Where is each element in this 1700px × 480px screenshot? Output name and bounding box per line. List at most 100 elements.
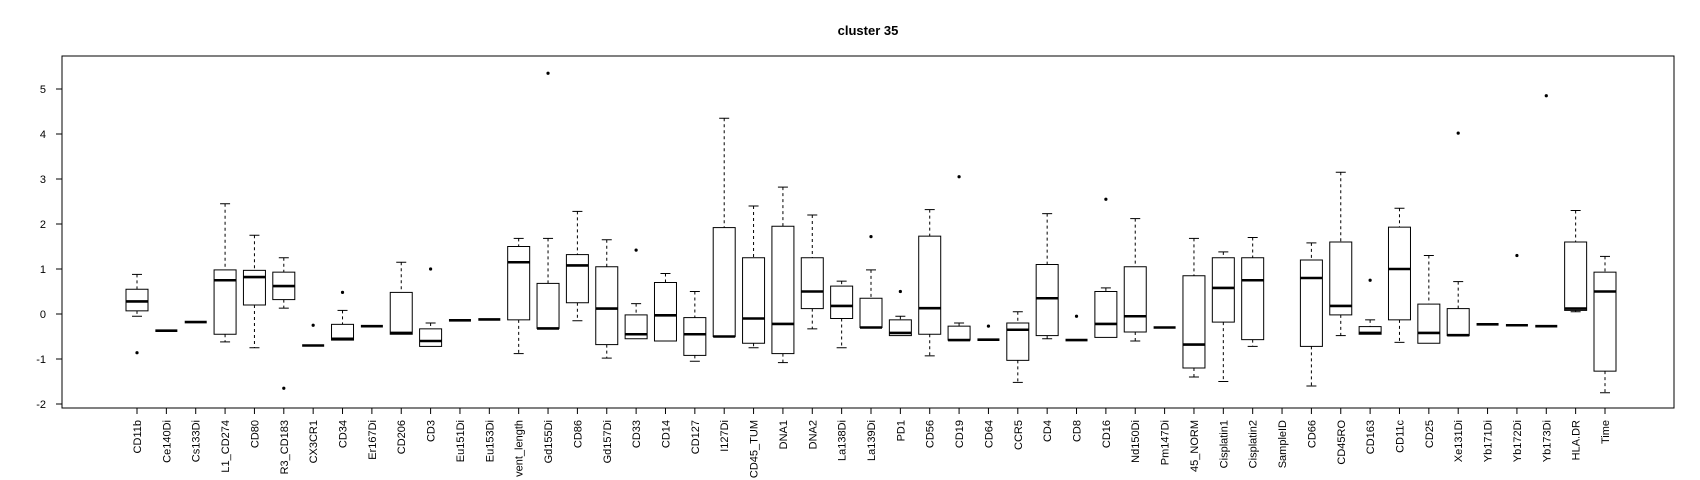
- box-28: [947, 175, 971, 342]
- iqr-box: [771, 225, 795, 355]
- x-tick-label: La138Di: [837, 420, 849, 461]
- iqr-box: [1358, 326, 1382, 335]
- box-38: [1241, 237, 1265, 347]
- iqr-box: [1387, 226, 1411, 321]
- iqr-box: [125, 288, 149, 312]
- iqr-box: [565, 254, 589, 304]
- iqr-box: [536, 282, 560, 329]
- iqr-box: [1241, 257, 1265, 341]
- y-tick-label: 2: [40, 219, 46, 231]
- box-21: [742, 205, 766, 349]
- x-tick-label: Nd150Di: [1130, 420, 1142, 463]
- x-tick-label: CCR5: [1013, 420, 1025, 450]
- x-tick-label: Gd157Di: [602, 420, 614, 463]
- box-49: [1564, 210, 1588, 313]
- y-axis: -2 -1 0 1 2 3 4 5: [36, 84, 62, 411]
- iqr-box: [419, 328, 443, 347]
- iqr-box: [389, 291, 413, 335]
- box-26: [888, 289, 912, 337]
- outlier-point: [634, 248, 638, 252]
- box-43: [1387, 207, 1411, 343]
- x-tick-label: CD80: [249, 420, 261, 448]
- box-24: [830, 280, 854, 349]
- x-tick-label: Cisplatin2: [1248, 420, 1260, 468]
- iqr-box: [653, 282, 677, 342]
- x-tick-label: CD45_TUM: [749, 420, 761, 478]
- x-tick-label: L1_CD274: [220, 420, 232, 473]
- box-15: [565, 210, 589, 322]
- iqr-box: [1035, 264, 1059, 337]
- x-tick-label: CD25: [1424, 420, 1436, 448]
- outlier-point: [546, 71, 550, 75]
- y-tick-label: 1: [40, 264, 46, 276]
- box-44: [1417, 255, 1441, 344]
- box-41: [1329, 171, 1353, 337]
- box-23: [800, 214, 824, 330]
- x-tick-label: CD33: [631, 420, 643, 448]
- iqr-box: [683, 317, 707, 356]
- y-tick-label: 3: [40, 174, 46, 186]
- iqr-box: [624, 314, 648, 340]
- x-tick-label: CD4: [1042, 420, 1054, 442]
- box-0: [125, 273, 149, 355]
- box-27: [918, 209, 942, 357]
- box-16: [595, 239, 619, 359]
- iqr-box: [1182, 275, 1206, 369]
- iqr-box: [1593, 271, 1617, 372]
- iqr-box: [1211, 257, 1235, 323]
- box-22: [771, 186, 795, 364]
- x-tick-label: CD14: [660, 420, 672, 448]
- x-tick-label: CD86: [572, 420, 584, 448]
- x-tick-label: CD127: [690, 420, 702, 454]
- x-tick-label: La139Di: [866, 420, 878, 461]
- iqr-box: [242, 269, 266, 306]
- iqr-box: [1417, 303, 1441, 344]
- y-tick-label: 5: [40, 84, 46, 96]
- box-32: [1065, 314, 1088, 342]
- x-tick-label: DNA1: [778, 420, 790, 449]
- box-29: [977, 324, 1000, 341]
- y-tick-label: 0: [40, 309, 46, 321]
- outlier-point: [429, 267, 433, 271]
- outlier-point: [869, 235, 873, 239]
- box-45: [1446, 131, 1470, 337]
- box-37: [1211, 251, 1235, 382]
- iqr-box: [331, 323, 355, 341]
- boxes-group: [125, 71, 1617, 394]
- box-33: [1094, 197, 1118, 338]
- x-tick-label: Yb171Di: [1483, 420, 1495, 462]
- box-10: [419, 267, 443, 347]
- x-tick-label: R3_CD183: [279, 420, 291, 474]
- outlier-point: [1104, 197, 1108, 201]
- outlier-point: [135, 351, 139, 355]
- x-tick-label: Gd155Di: [543, 420, 555, 463]
- x-tick-label: CD206: [396, 420, 408, 454]
- iqr-box: [213, 269, 237, 335]
- box-36: [1182, 237, 1206, 378]
- box-6: [302, 323, 325, 347]
- iqr-box: [947, 325, 971, 341]
- box-18: [653, 273, 677, 342]
- box-7: [331, 290, 355, 341]
- box-25: [859, 235, 883, 329]
- x-tick-label: CD163: [1365, 420, 1377, 454]
- box-30: [1006, 311, 1030, 383]
- x-tick-label: Cisplatin1: [1218, 420, 1230, 468]
- iqr-box: [742, 257, 766, 344]
- box-31: [1035, 213, 1059, 340]
- iqr-box: [830, 285, 854, 320]
- x-tick-label: Time: [1600, 420, 1612, 444]
- outlier-point: [898, 289, 902, 294]
- outlier-point: [957, 175, 961, 179]
- iqr-box: [1094, 291, 1118, 338]
- x-tick-label: CD3: [426, 420, 438, 442]
- outlier-point: [282, 386, 286, 390]
- outlier-point: [311, 323, 315, 327]
- iqr-box: [1123, 266, 1147, 333]
- outlier-point: [986, 324, 991, 328]
- iqr-box: [859, 297, 883, 328]
- x-tick-label: Pm147Di: [1160, 420, 1172, 465]
- box-48: [1535, 94, 1558, 328]
- y-tick-label: -2: [36, 399, 46, 411]
- box-50: [1593, 255, 1617, 394]
